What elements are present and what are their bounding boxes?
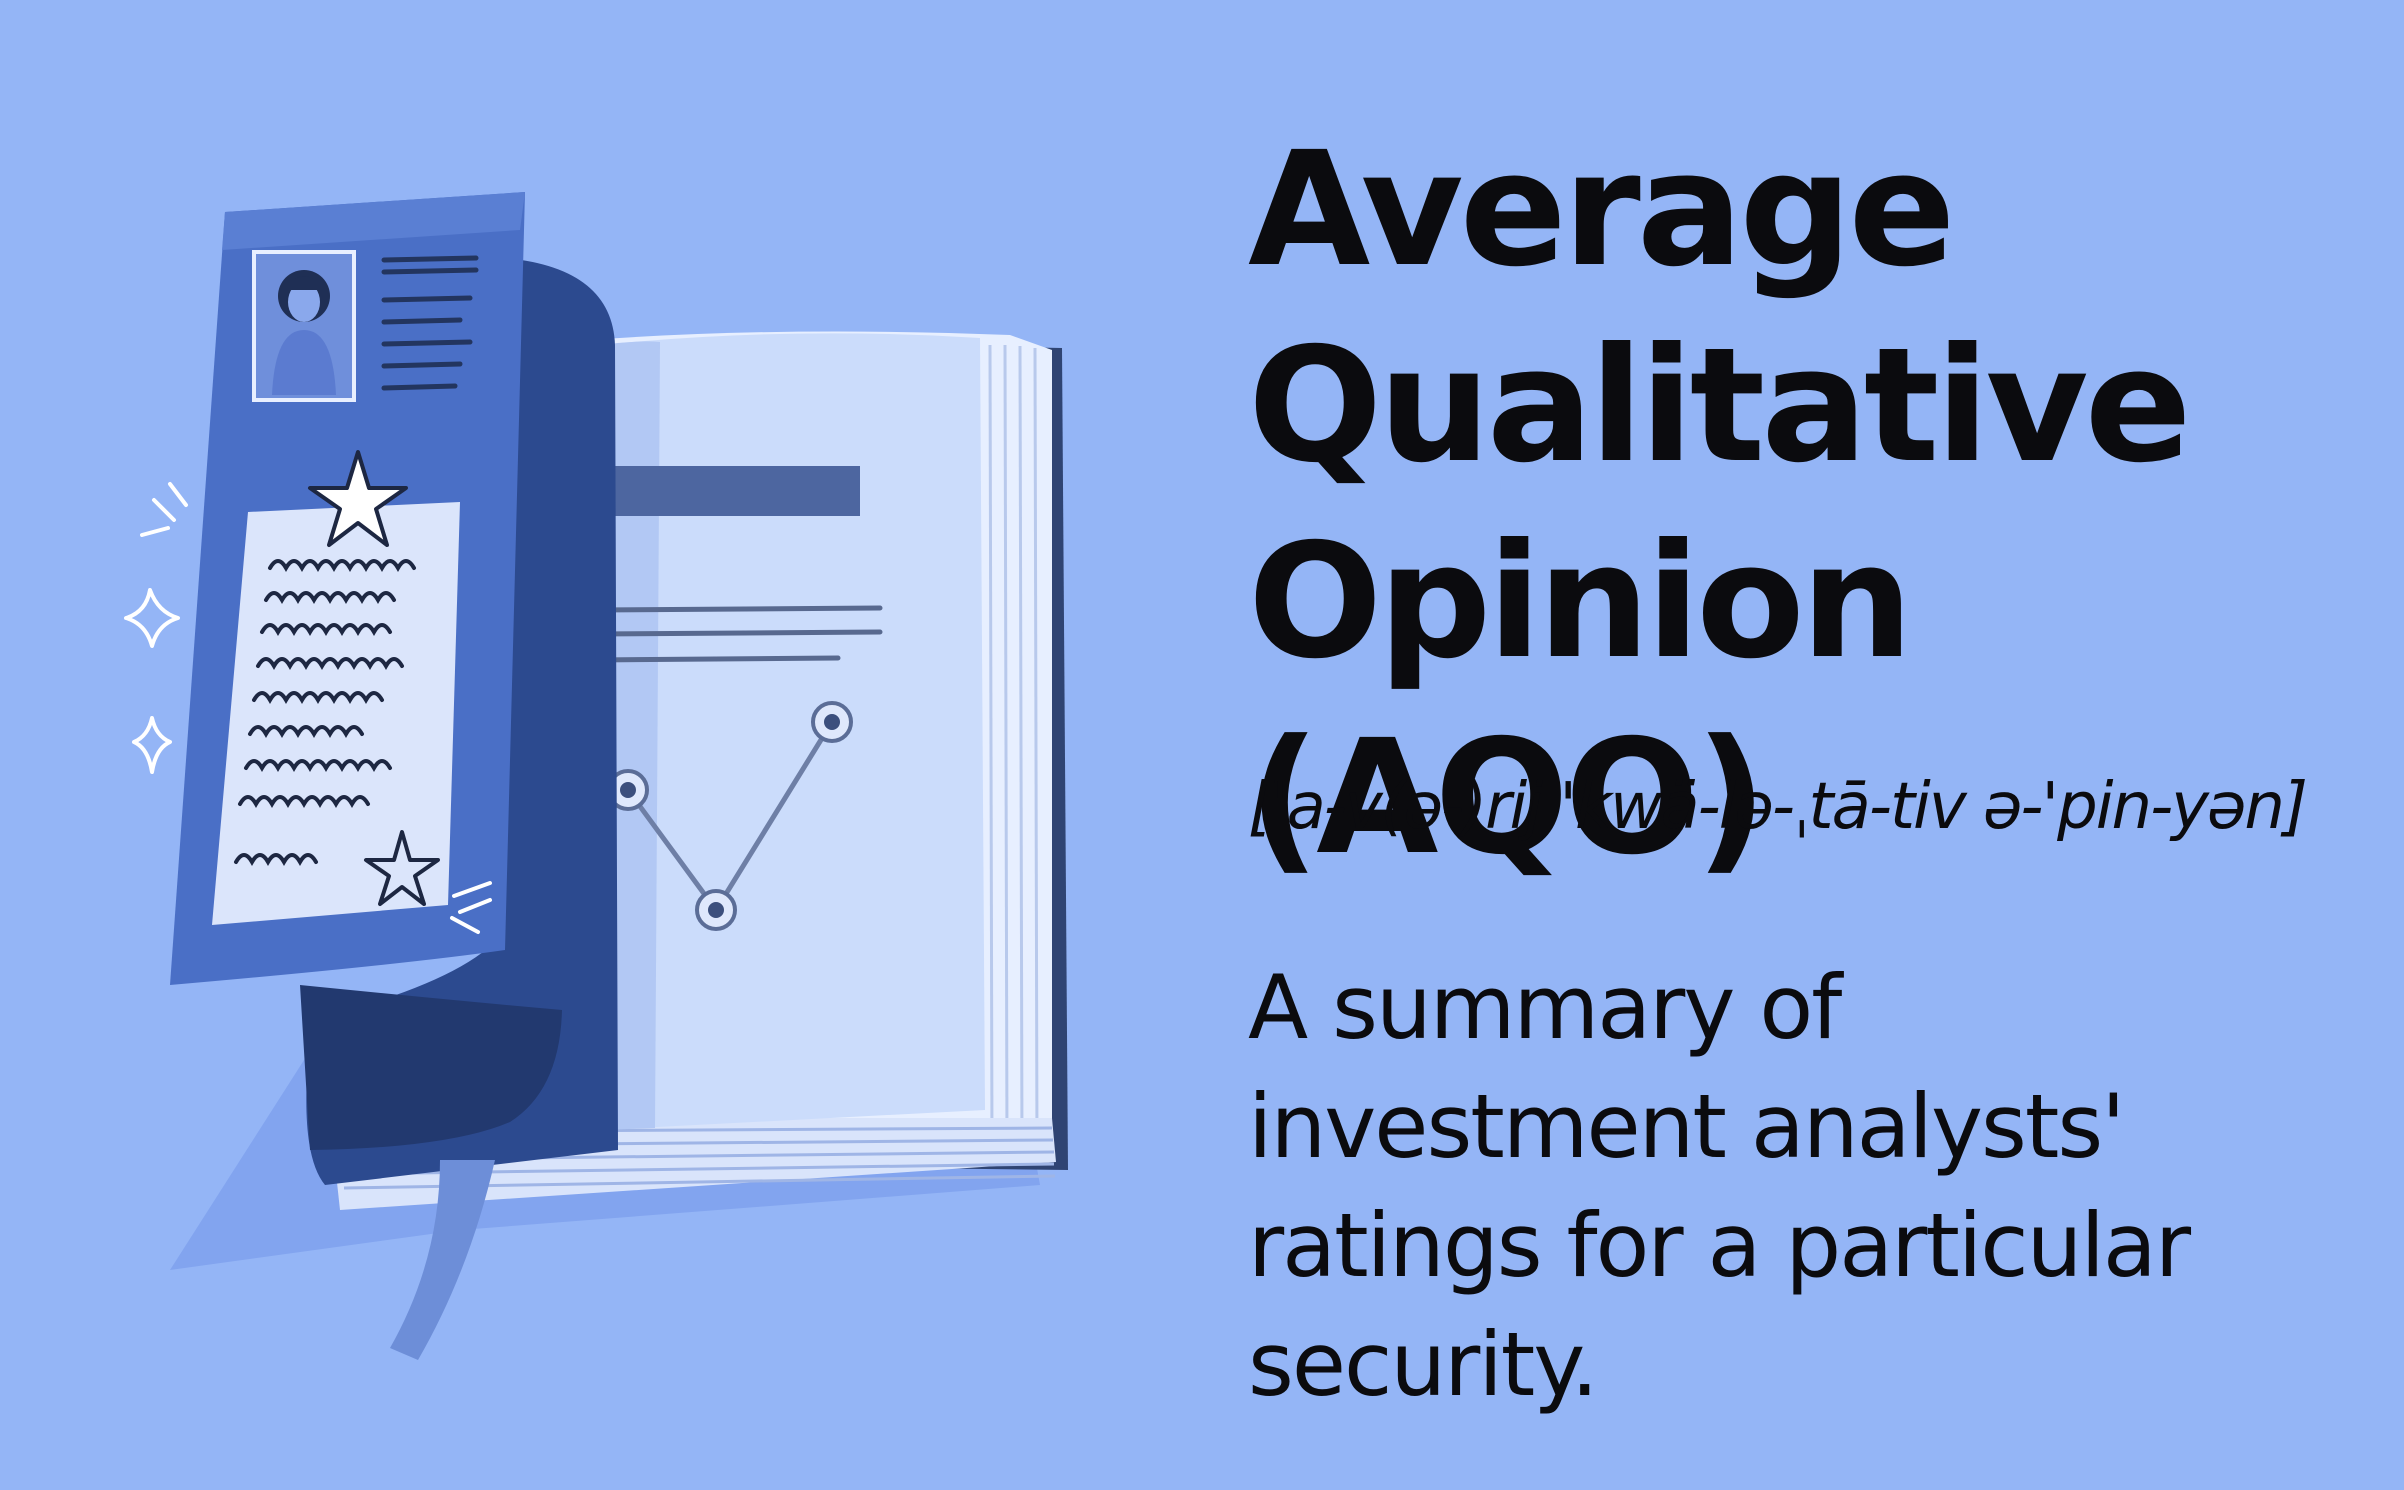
page-text-lines bbox=[592, 605, 883, 663]
star-icon bbox=[308, 450, 408, 547]
rating-note-card bbox=[212, 502, 460, 925]
book-spine-shadow bbox=[300, 985, 562, 1150]
analyst-portrait-icon bbox=[252, 250, 356, 402]
book-spine bbox=[306, 258, 618, 1185]
definition-text: A summary of investment analysts' rating… bbox=[1248, 956, 2191, 1416]
sparkle-icon bbox=[124, 588, 180, 774]
book-illustration bbox=[0, 0, 1140, 1486]
page-title: Average Qualitative Opinion (AQO) bbox=[1248, 118, 2192, 890]
report-cover bbox=[170, 192, 525, 985]
cover-text-lines bbox=[381, 255, 479, 391]
page-heading-bar bbox=[585, 466, 860, 516]
book-icon bbox=[330, 331, 1056, 1210]
pronunciation: ['a-v(ə-)rij 'kwä-lə-ˌtā-tiv ə-'pin-yən] bbox=[1248, 770, 2308, 844]
bookmark-ribbon-icon bbox=[390, 1160, 495, 1360]
sparkle-lines bbox=[140, 482, 492, 934]
